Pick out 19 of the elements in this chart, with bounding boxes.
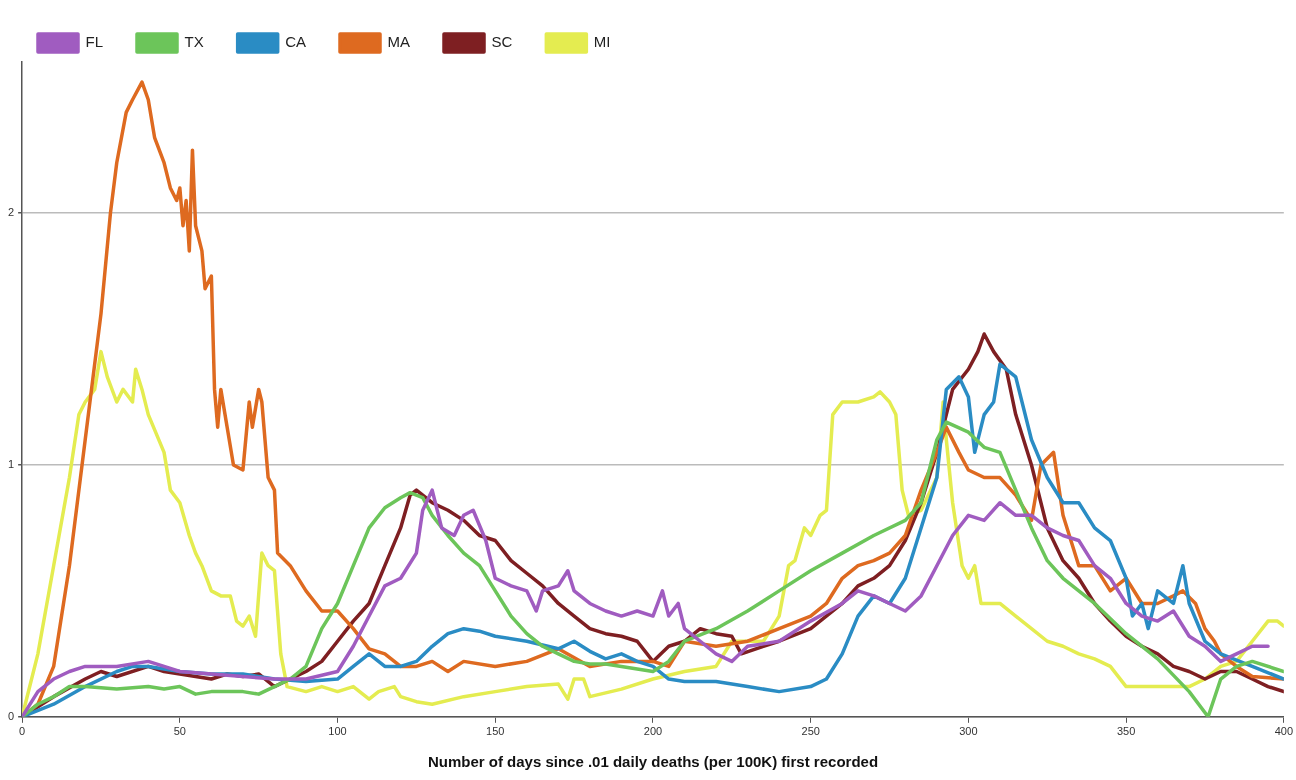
legend-label: FL (85, 33, 104, 51)
x-tick-label: 400 (1274, 725, 1293, 738)
x-tick-label: 300 (959, 725, 978, 738)
legend-label: CA (285, 33, 307, 51)
x-tick-label: 200 (643, 725, 663, 738)
legend-label: TX (184, 33, 204, 51)
legend-label: SC (491, 33, 513, 51)
y-tick-label: 2 (7, 206, 15, 219)
x-tick-label: 350 (1116, 725, 1136, 738)
legend-label: MI (593, 33, 611, 51)
x-tick-label: 100 (328, 725, 347, 738)
x-axis-title: Number of days since .01 daily deaths (per 100K) first recorded (427, 753, 879, 771)
x-tick-label: 250 (801, 725, 820, 738)
y-tick-label: 1 (7, 457, 15, 470)
y-tick-label: 0 (7, 709, 15, 722)
x-tick-label: 50 (173, 725, 186, 738)
x-tick-label: 150 (486, 725, 505, 738)
x-tick-label: 0 (19, 725, 26, 738)
legend-label: MA (387, 33, 411, 51)
